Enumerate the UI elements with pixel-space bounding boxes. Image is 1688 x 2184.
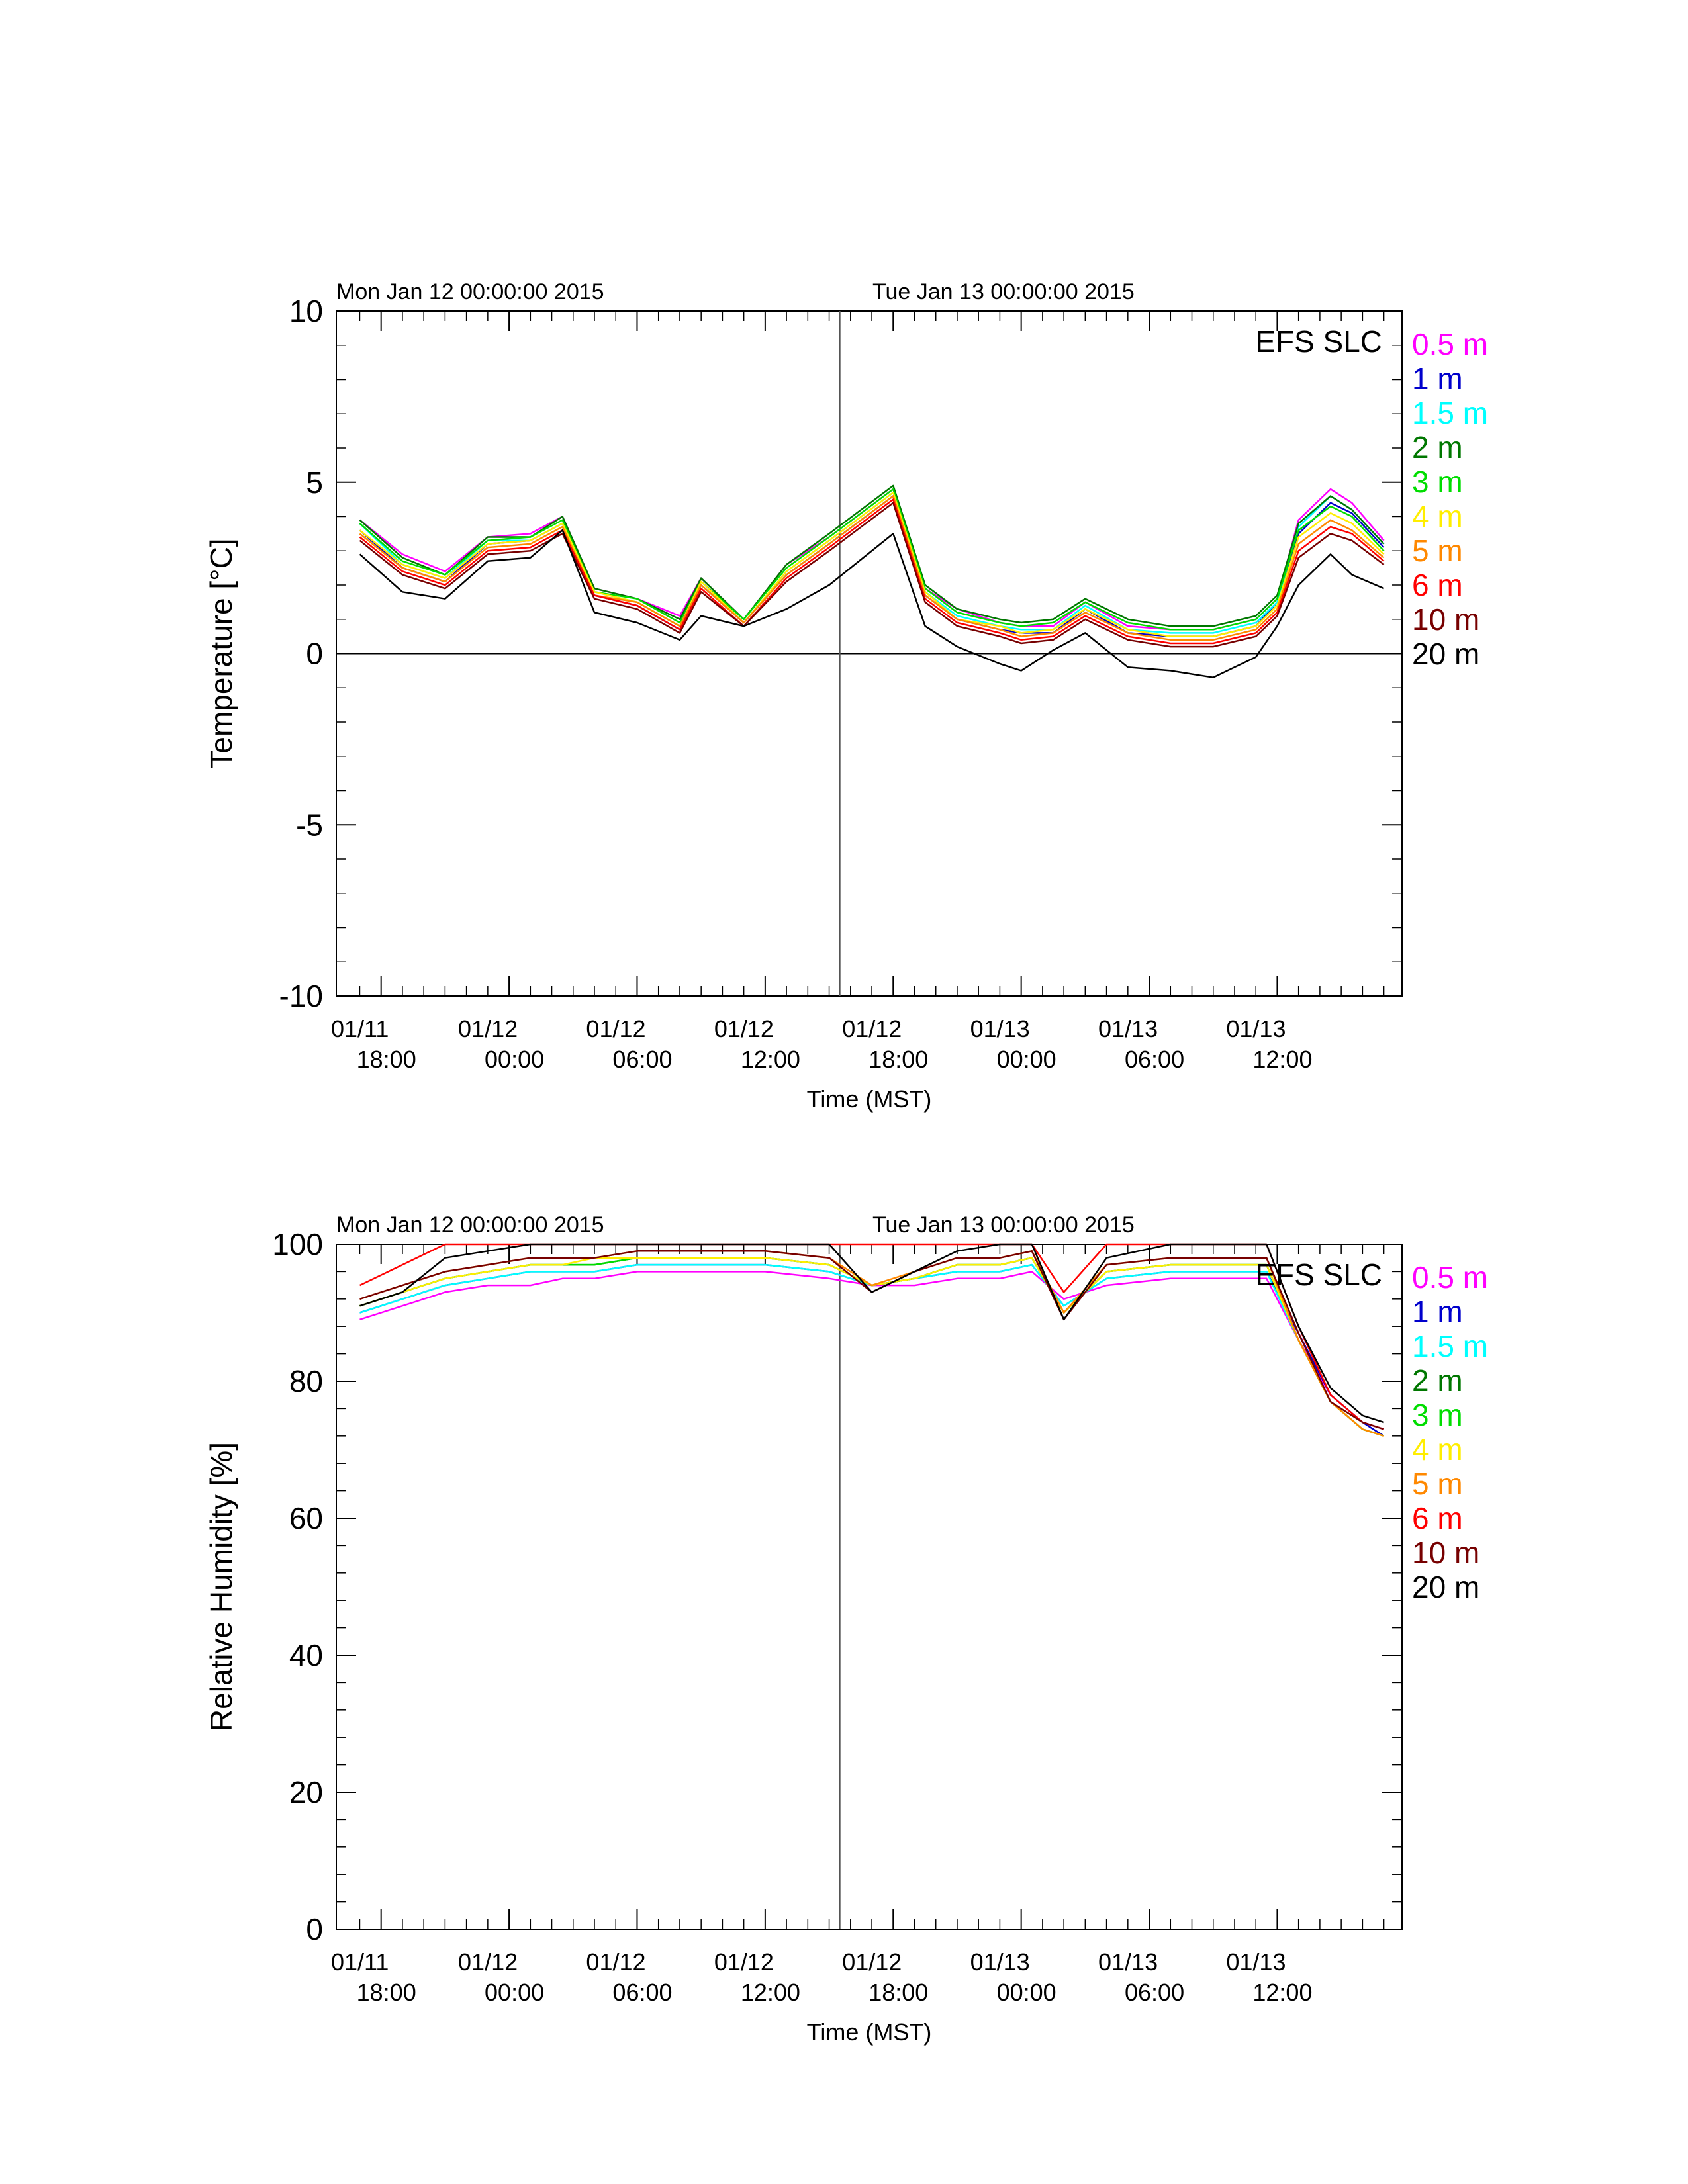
legend-entry: 5 m [1412,1467,1463,1501]
series-line-3-m [359,488,1385,631]
x-tick-date: 01/13 [1226,1948,1286,1976]
x-tick-time: 06:00 [612,1046,672,1073]
y-tick-label: -10 [279,979,323,1013]
x-tick-date: 01/11 [331,1948,389,1976]
station-label: EFS SLC [1255,324,1382,359]
legend-entry: 4 m [1412,499,1463,533]
x-tick-time: 12:00 [1252,1979,1312,2006]
y-tick-label: 20 [289,1775,323,1809]
legend-entry: 1 m [1412,1295,1463,1329]
x-tick-date: 01/12 [458,1015,518,1042]
legend-entry: 10 m [1412,602,1479,637]
x-tick-time: 12:00 [741,1979,800,2006]
y-tick-label: 10 [289,294,323,328]
series-line-1-5-m [359,492,1385,634]
y-tick-label: 40 [289,1638,323,1672]
x-tick-time: 18:00 [868,1979,928,2006]
legend-entry: 0.5 m [1412,1260,1488,1295]
x-tick-date: 01/12 [714,1015,774,1042]
legend-entry: 2 m [1412,430,1463,465]
legend-entry: 5 m [1412,533,1463,568]
legend-entry: 2 m [1412,1363,1463,1398]
legend-entry: 20 m [1412,1570,1479,1604]
x-tick-date: 01/12 [586,1948,645,1976]
series-line-4-m [359,1257,1384,1437]
x-tick-date: 01/13 [1098,1015,1158,1042]
x-tick-time: 18:00 [868,1046,928,1073]
x-tick-time: 12:00 [741,1046,800,1073]
station-label: EFS SLC [1255,1257,1382,1292]
legend-entry: 6 m [1412,1501,1463,1535]
x-tick-date: 01/13 [1226,1015,1286,1042]
x-tick-time: 18:00 [357,1979,416,2006]
series-line-1-5-m [359,1263,1384,1437]
x-tick-time: 06:00 [1125,1979,1184,2006]
header-label-left: Mon Jan 12 00:00:00 2015 [336,279,604,304]
x-tick-date: 01/12 [586,1015,645,1042]
chart-panel-1: Mon Jan 12 00:00:00 2015 Tue Jan 13 00:00… [204,279,1488,1113]
x-axis-title: Time (MST) [807,1085,932,1113]
series-line-0-5-m [359,1271,1384,1430]
legend-entry: 1.5 m [1412,396,1488,430]
legend-entry: 3 m [1412,1398,1463,1432]
y-axis-title: Relative Humidity [%] [204,1442,238,1731]
x-tick-time: 00:00 [997,1046,1056,1073]
x-tick-time: 12:00 [1252,1046,1312,1073]
y-tick-label: 100 [272,1227,323,1261]
legend-entry: 3 m [1412,465,1463,499]
series-line-5-m [359,495,1385,641]
y-tick-label: 0 [306,1912,323,1946]
x-tick-date: 01/12 [842,1015,902,1042]
legend-entry: 6 m [1412,568,1463,602]
x-tick-date: 01/13 [970,1948,1030,1976]
header-label-left: Mon Jan 12 00:00:00 2015 [336,1212,604,1238]
chart-panel-2: Mon Jan 12 00:00:00 2015 Tue Jan 13 00:00… [204,1212,1488,2046]
y-tick-label: -5 [296,807,323,842]
y-tick-label: 0 [306,637,323,671]
x-tick-date: 01/12 [714,1948,774,1976]
header-label-right: Tue Jan 13 00:00:00 2015 [872,279,1135,304]
x-tick-time: 00:00 [485,1979,544,2006]
legend-entry: 0.5 m [1412,327,1488,361]
x-tick-time: 06:00 [1125,1046,1184,1073]
series-line-20-m [359,529,1385,678]
legend-entry: 1.5 m [1412,1329,1488,1363]
series-line-6-m [359,498,1385,645]
series-line-4-m [359,492,1385,637]
x-tick-time: 00:00 [485,1046,544,1073]
legend-entry: 20 m [1412,637,1479,671]
x-tick-date: 01/12 [458,1948,518,1976]
header-label-right: Tue Jan 13 00:00:00 2015 [872,1212,1135,1238]
x-tick-date: 01/13 [1098,1948,1158,1976]
series-line-1-m [359,1263,1385,1437]
y-axis-title: Temperature [°C] [204,538,238,768]
series-line-20-m [359,1243,1384,1424]
x-tick-date: 01/13 [970,1015,1030,1042]
y-tick-label: 5 [306,465,323,500]
x-tick-time: 06:00 [612,1979,672,2006]
plot-frame [336,1244,1403,1930]
x-tick-time: 18:00 [357,1046,416,1073]
legend-entry: 4 m [1412,1432,1463,1467]
x-tick-time: 00:00 [997,1979,1056,2006]
x-axis-title: Time (MST) [807,2019,932,2046]
series-line-2-m [359,484,1385,627]
x-tick-date: 01/12 [842,1948,902,1976]
y-tick-label: 60 [289,1501,323,1535]
y-tick-label: 80 [289,1364,323,1398]
series-line-1-m [359,495,1385,637]
x-tick-date: 01/11 [331,1015,389,1042]
legend-entry: 10 m [1412,1535,1479,1570]
legend-entry: 1 m [1412,361,1463,396]
